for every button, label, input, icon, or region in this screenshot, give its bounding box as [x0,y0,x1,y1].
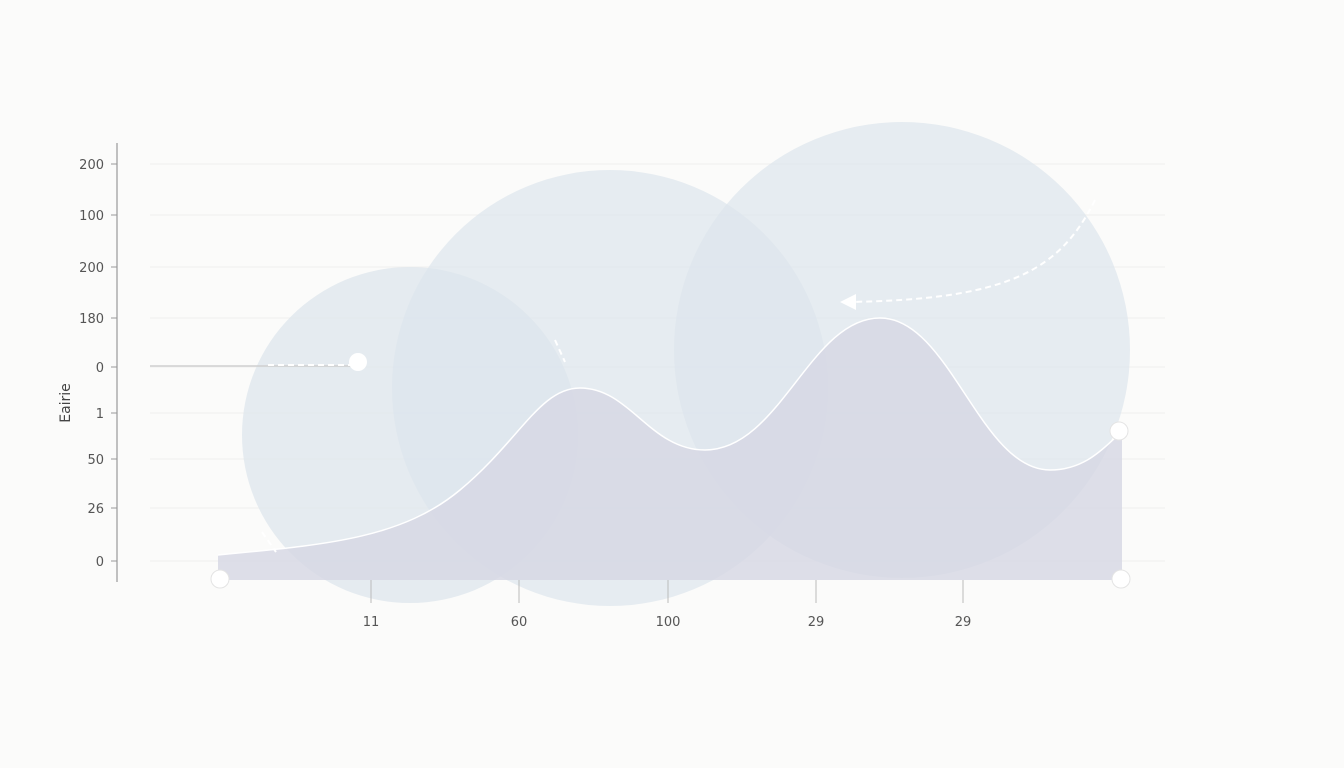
arrow-4 [261,531,277,553]
annotation-arrows [261,199,1096,553]
y-tick-label: 100 [79,209,104,224]
y-tick-label: 200 [79,261,104,276]
x-tick-label: 60 [511,615,528,630]
y-axis-label: Eairie [58,383,74,423]
point-marker[interactable] [210,569,230,589]
x-tick-label: 100 [656,615,681,630]
y-tick-label: 200 [79,158,104,173]
y-tick-label: 0 [96,555,104,570]
point-marker[interactable] [349,353,367,371]
y-tick-label: 26 [87,502,104,517]
x-tick-label: 29 [808,615,825,630]
x-tick-label: 11 [363,615,380,630]
area-line [217,317,1123,556]
y-tick-label: 1 [96,407,104,422]
x-ticks: 11 60 100 29 29 [363,580,972,630]
area-series [218,318,1122,580]
point-marker[interactable] [1111,569,1131,589]
x-tick-label: 29 [955,615,972,630]
y-tick-label: 50 [87,453,104,468]
y-tick-label: 0 [96,361,104,376]
arrow-3 [554,339,566,363]
arrowhead-icon [840,294,856,310]
point-marker[interactable] [1109,421,1129,441]
y-tick-label: 180 [79,312,104,327]
y-ticks: 200 100 200 180 0 1 50 26 0 [79,158,117,570]
arrow-2 [844,199,1096,303]
